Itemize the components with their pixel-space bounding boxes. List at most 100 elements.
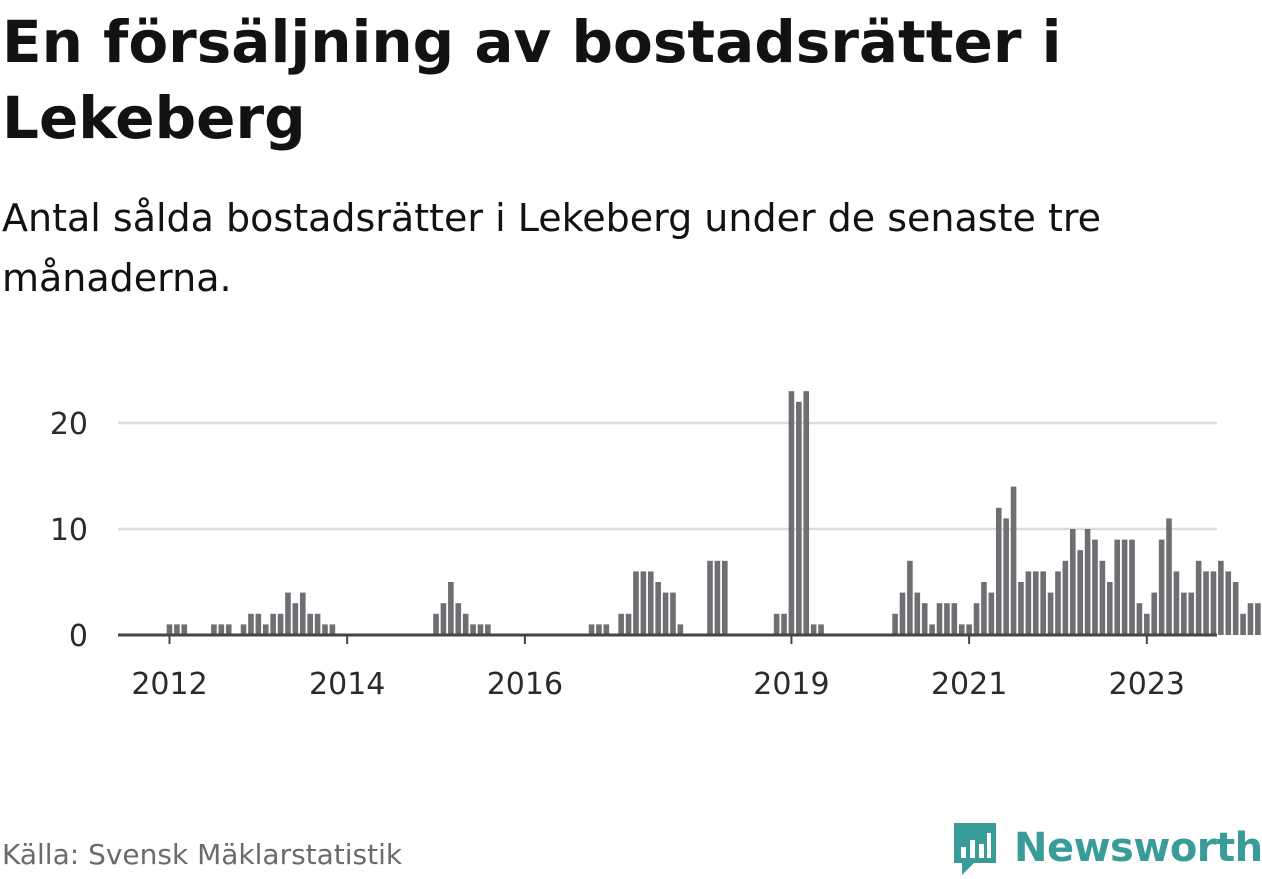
bar	[255, 613, 262, 635]
bar	[1144, 613, 1150, 635]
bar	[677, 624, 684, 635]
bar-chart-speech-bubble-icon	[954, 823, 996, 875]
bar	[1188, 592, 1195, 635]
bar	[277, 613, 284, 635]
bar	[440, 603, 447, 635]
bar	[788, 391, 795, 635]
bar	[248, 613, 254, 635]
chart-subtitle: Antal sålda bostadsrätter i Lekeberg und…	[2, 196, 1102, 300]
bar	[1173, 571, 1180, 635]
bar	[1218, 560, 1224, 635]
bar	[981, 582, 987, 635]
x-tick-label: 2021	[931, 667, 1007, 702]
bar	[892, 613, 898, 635]
bar	[1225, 571, 1232, 635]
bar	[633, 571, 639, 635]
bar	[803, 391, 810, 635]
bar	[640, 571, 647, 635]
bar	[1166, 518, 1172, 635]
bar	[1018, 582, 1024, 635]
bar	[995, 507, 1002, 635]
bar	[1158, 539, 1165, 635]
y-tick-label: 20	[50, 407, 88, 442]
bar	[433, 613, 439, 635]
bar	[1010, 486, 1017, 635]
bar	[299, 592, 306, 635]
y-tick-label: 10	[50, 513, 88, 548]
y-tick-label: 0	[69, 619, 88, 654]
bar	[1040, 571, 1046, 635]
bar	[225, 624, 232, 635]
bar	[1062, 560, 1069, 635]
bar	[1210, 571, 1217, 635]
bar	[1136, 603, 1143, 635]
bar	[240, 624, 247, 635]
bar	[485, 624, 491, 635]
bar	[455, 603, 462, 635]
bar	[285, 592, 291, 635]
bar	[914, 592, 921, 635]
bar	[596, 624, 602, 635]
bar	[307, 613, 313, 635]
bar	[588, 624, 595, 635]
bar	[477, 624, 484, 635]
bar	[655, 582, 661, 635]
bar	[907, 560, 913, 635]
bar	[929, 624, 935, 635]
x-tick-label: 2016	[487, 667, 563, 702]
bar	[1151, 592, 1158, 635]
x-tick-label: 2023	[1109, 667, 1185, 702]
bar	[625, 613, 632, 635]
bar	[988, 592, 995, 635]
bar	[1121, 539, 1128, 635]
bar	[796, 401, 802, 635]
x-tick-label: 2012	[131, 667, 207, 702]
bar	[899, 592, 906, 635]
bar	[662, 592, 669, 635]
bar	[174, 624, 180, 635]
bar	[1107, 582, 1113, 635]
bar	[1092, 539, 1098, 635]
bar	[944, 603, 950, 635]
bar	[462, 613, 469, 635]
bar-chart: 010201201220142016201920212023	[50, 391, 1261, 702]
bar	[1025, 571, 1032, 635]
bar	[211, 624, 217, 635]
bar	[647, 571, 654, 635]
bar	[166, 624, 173, 635]
bar	[781, 613, 787, 635]
chart-title: En försäljning av bostadsrätter i Lekebe…	[2, 8, 1062, 152]
bar	[951, 603, 958, 635]
source-note: Källa: Svensk Mäklarstatistik	[2, 838, 403, 871]
bar	[818, 624, 824, 635]
brand-name: Newsworthy	[1014, 825, 1262, 871]
bar	[262, 624, 269, 635]
newsworthy-logo: Newsworthy	[950, 818, 1262, 878]
bar	[1077, 550, 1083, 635]
bar	[618, 613, 624, 635]
bar	[670, 592, 676, 635]
bar	[1232, 582, 1239, 635]
bar	[1055, 571, 1061, 635]
bar	[448, 582, 454, 635]
bar	[958, 624, 965, 635]
bar	[1129, 539, 1135, 635]
bar	[322, 624, 328, 635]
bar	[270, 613, 276, 635]
bar	[966, 624, 972, 635]
bar	[1255, 603, 1261, 635]
bar	[329, 624, 336, 635]
bar	[1099, 560, 1106, 635]
bar	[1084, 529, 1091, 635]
bar	[1195, 560, 1202, 635]
bar	[921, 603, 928, 635]
bar	[1003, 518, 1009, 635]
bar	[603, 624, 610, 635]
bar	[973, 603, 980, 635]
x-tick-label: 2014	[309, 667, 385, 702]
bar	[218, 624, 225, 635]
bar	[1114, 539, 1121, 635]
bar	[936, 603, 943, 635]
bar	[181, 624, 188, 635]
bar	[1032, 571, 1039, 635]
